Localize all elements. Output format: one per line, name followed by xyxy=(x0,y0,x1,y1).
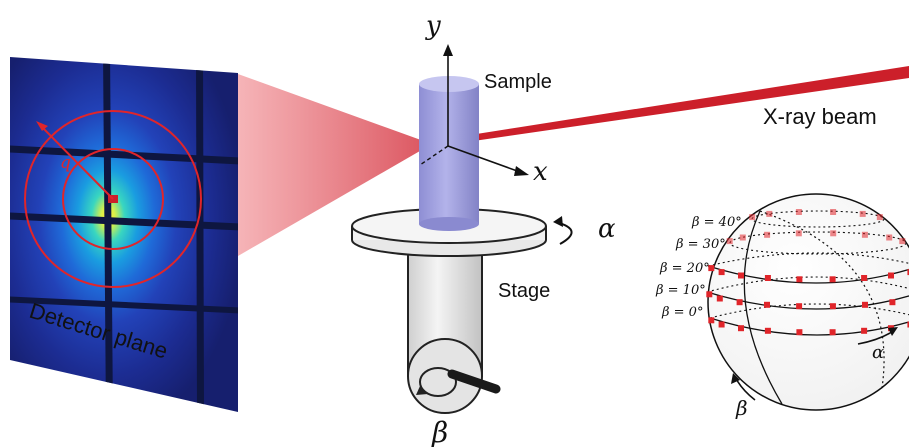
sphere-marker xyxy=(736,299,743,306)
beta-axle xyxy=(447,369,501,394)
xray-beam-label: X-ray beam xyxy=(763,104,877,129)
sphere-marker xyxy=(830,230,837,237)
sphere-marker xyxy=(830,209,837,215)
sphere-marker xyxy=(899,238,906,245)
beta-rotation-arrow xyxy=(419,367,457,397)
sphere-marker xyxy=(764,327,771,334)
sphere-marker xyxy=(795,209,802,215)
sphere-marker xyxy=(718,321,725,328)
sample-label: Sample xyxy=(484,71,552,93)
sphere-marker xyxy=(907,321,909,328)
sphere-marker xyxy=(829,329,836,336)
sphere-marker xyxy=(739,234,746,241)
stage-label: Stage xyxy=(498,280,550,302)
xray-beam xyxy=(432,66,909,147)
sphere-marker xyxy=(706,291,713,298)
alpha-sphere-label: α xyxy=(872,342,884,363)
alpha-rotation-arrow xyxy=(555,221,573,245)
sphere-marker xyxy=(766,210,773,217)
sphere-marker xyxy=(749,214,756,221)
sphere-marker xyxy=(764,275,771,281)
sphere-marker xyxy=(888,272,894,279)
sphere-marker xyxy=(861,327,868,334)
sphere-marker xyxy=(886,234,893,241)
latitude-label-40: β = 40° xyxy=(691,215,742,230)
sphere-marker xyxy=(829,276,836,283)
latitude-label-20: β = 20° xyxy=(659,261,710,276)
sphere-marker xyxy=(862,301,868,308)
sampling-sphere xyxy=(706,193,909,411)
sphere-marker xyxy=(708,317,715,324)
sphere-marker xyxy=(876,214,883,221)
axis-y-label: y xyxy=(425,11,441,41)
sphere-marker xyxy=(738,272,744,279)
alpha-stage-label: α xyxy=(598,214,616,244)
beta-sphere-label: β xyxy=(735,396,748,420)
detector-grid xyxy=(10,57,238,412)
sphere-marker xyxy=(764,301,770,308)
scattering-cone xyxy=(238,74,432,256)
latitude-label-10: β = 10° xyxy=(655,283,706,298)
sphere-marker xyxy=(861,231,868,238)
axis-x-label: x xyxy=(533,157,548,187)
sphere-marker xyxy=(889,299,896,306)
axes xyxy=(419,44,529,176)
latitude-label-0: β = 0° xyxy=(661,305,703,320)
sphere-marker xyxy=(716,295,723,302)
sphere-marker xyxy=(764,231,771,238)
sphere-marker xyxy=(708,265,715,272)
sphere-marker xyxy=(829,303,836,310)
q-vector xyxy=(39,124,114,200)
sphere-marker xyxy=(907,269,909,276)
latitude-label-30: β = 30° xyxy=(675,237,726,252)
beta-stage-label: β xyxy=(431,416,448,447)
sphere-marker xyxy=(796,276,803,283)
sphere-marker xyxy=(859,210,866,217)
sphere-marker xyxy=(861,275,868,281)
sphere-marker xyxy=(738,325,744,332)
sphere-marker xyxy=(718,269,725,276)
sphere-marker xyxy=(796,303,803,310)
sphere-marker xyxy=(795,230,802,237)
q-arrowhead xyxy=(36,121,48,131)
sphere-marker xyxy=(796,329,803,336)
q-label: q xyxy=(60,153,71,173)
sphere-marker xyxy=(726,238,733,245)
detector-plane: q xyxy=(10,57,238,412)
sphere-markers xyxy=(706,209,909,336)
